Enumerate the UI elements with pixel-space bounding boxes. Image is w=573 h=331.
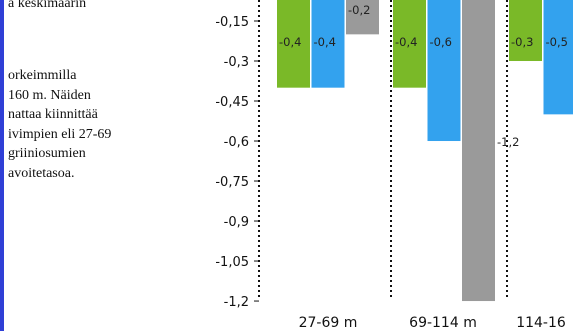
bar-blue-3 <box>543 0 573 115</box>
x-category-label: 27-69 m <box>299 315 358 331</box>
bar-blue-1 <box>311 0 345 88</box>
bar-blue-2 <box>427 0 461 142</box>
text-line-top: a keskimäärin <box>8 0 87 11</box>
bar-green-2 <box>393 0 426 88</box>
paragraph-line: orkeimmilla <box>8 68 77 83</box>
paragraph: orkeimmilla 160 m. Näiden nattaa kiinnit… <box>8 66 111 183</box>
bar-green-3 <box>509 0 542 62</box>
y-tick-label: -0,3 <box>224 55 249 70</box>
paragraph-line: griiniosumien <box>8 146 86 161</box>
data-label: -0,2 <box>348 3 370 17</box>
y-tick-label: -0,6 <box>224 135 249 150</box>
y-tick-label: -0,9 <box>224 215 249 230</box>
data-label: -0,3 <box>511 35 533 49</box>
bar-green-1 <box>277 0 310 88</box>
data-label: -0,4 <box>279 35 301 49</box>
y-tick-label: -0,15 <box>215 15 249 30</box>
data-label: -0,6 <box>430 35 452 49</box>
paragraph-line: nattaa kiinnittää <box>8 107 98 122</box>
data-label: -0,4 <box>395 35 417 49</box>
x-category-label: 69-114 m <box>409 315 477 331</box>
y-tick-label: -0,75 <box>215 175 249 190</box>
y-tick-label: -0,45 <box>215 95 249 110</box>
data-label: -0,5 <box>546 35 568 49</box>
data-label: -1,2 <box>497 135 519 149</box>
paragraph-line: avoitetasoa. <box>8 165 75 181</box>
bar-gray-1 <box>346 0 379 35</box>
y-tick-label: -1,05 <box>215 255 249 270</box>
data-label: -0,4 <box>314 35 336 49</box>
paragraph-line: ivimpien eli 27-69 <box>8 126 112 142</box>
paragraph-line: 160 m. Näiden <box>8 87 91 103</box>
y-tick-label: -1,2 <box>224 295 249 310</box>
x-category-label: 114-16 <box>516 315 566 331</box>
bar-gray-2 <box>462 0 495 302</box>
